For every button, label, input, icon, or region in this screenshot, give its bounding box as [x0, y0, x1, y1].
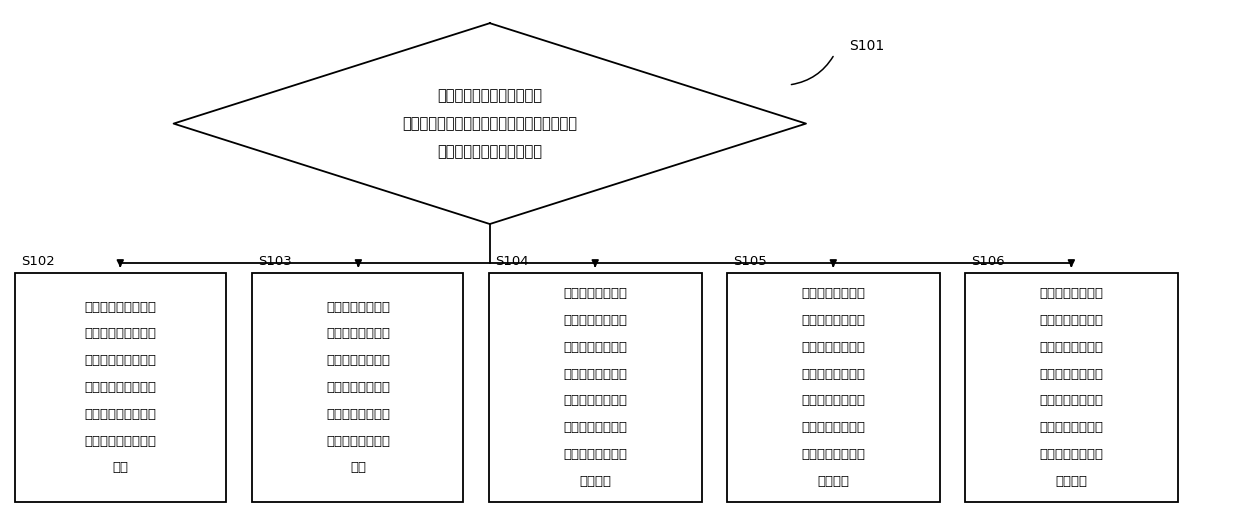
Text: 大于第一预设值，: 大于第一预设值， [563, 341, 627, 354]
Text: 时，选择空气处理设: 时，选择空气处理设 [84, 408, 156, 421]
Text: 信息与第一预设值进行对比: 信息与第一预设值进行对比 [438, 144, 542, 160]
Text: 模式: 模式 [351, 461, 366, 474]
Text: 第一预设值时，选: 第一预设值时，选 [563, 421, 627, 434]
Text: 择送风方向模式为: 择送风方向模式为 [1039, 448, 1104, 461]
Text: 度信息为衣物湿度: 度信息为衣物湿度 [1039, 314, 1104, 327]
Text: 风方向模式为向下: 风方向模式为向下 [326, 435, 391, 448]
Text: S106: S106 [971, 255, 1004, 268]
Text: 将衣物湿度信息分别与第一: 将衣物湿度信息分别与第一 [438, 88, 542, 103]
FancyArrowPatch shape [791, 57, 833, 84]
Text: 当检测到的衣物湿: 当检测到的衣物湿 [1039, 287, 1104, 300]
Text: 模式: 模式 [113, 461, 128, 474]
Text: 第一预设值时，选: 第一预设值时，选 [1039, 421, 1104, 434]
Text: 预设值时，选择送: 预设值时，选择送 [326, 408, 391, 421]
Text: 大于第一预设值，: 大于第一预设值， [801, 341, 866, 354]
Text: 度信息为衣物湿度: 度信息为衣物湿度 [563, 314, 627, 327]
Bar [15, 273, 226, 502]
Text: 度信息为衣物湿度: 度信息为衣物湿度 [801, 314, 866, 327]
Bar [489, 273, 702, 502]
Text: 当检测到的衣物湿度: 当检测到的衣物湿度 [84, 301, 156, 314]
Text: 当检测到的衣物湿: 当检测到的衣物湿 [801, 287, 866, 300]
Bar [965, 273, 1178, 502]
Text: 时，地面湿度大于: 时，地面湿度大于 [801, 394, 866, 407]
Text: 度信息为衣物湿度: 度信息为衣物湿度 [326, 328, 391, 340]
Text: 信息为衣物湿度小于: 信息为衣物湿度小于 [84, 328, 156, 340]
Text: 上下模式: 上下模式 [817, 475, 849, 488]
Text: 向上模式: 向上模式 [579, 475, 611, 488]
Text: 时，地面湿度小于: 时，地面湿度小于 [1039, 394, 1104, 407]
Text: S101: S101 [849, 39, 884, 54]
Text: 第一预设值时，选: 第一预设值时，选 [801, 421, 866, 434]
Text: 大于第一预设值，: 大于第一预设值， [1039, 341, 1104, 354]
Text: S102: S102 [21, 255, 55, 268]
Text: 且大于第二预设值: 且大于第二预设值 [1039, 368, 1104, 381]
Text: S105: S105 [733, 255, 766, 268]
Text: S104: S104 [495, 255, 528, 268]
Text: 向上模式: 向上模式 [1055, 475, 1087, 488]
Text: 当检测到的衣物湿: 当检测到的衣物湿 [563, 287, 627, 300]
Text: 第一预设值，且地面: 第一预设值，且地面 [84, 354, 156, 367]
Bar [727, 273, 940, 502]
Bar [252, 273, 463, 502]
Text: 预设值及第二预设值进行对比，并将地面湿度: 预设值及第二预设值进行对比，并将地面湿度 [402, 116, 578, 131]
Text: 时，地面湿度小于: 时，地面湿度小于 [563, 394, 627, 407]
Text: S103: S103 [258, 255, 291, 268]
Text: 小于第一预设值，: 小于第一预设值， [326, 354, 391, 367]
Text: 择送风方向模式为: 择送风方向模式为 [801, 448, 866, 461]
Text: 地面湿度大于第一: 地面湿度大于第一 [326, 381, 391, 394]
Text: 湿度小于第一预设值: 湿度小于第一预设值 [84, 381, 156, 394]
Text: 择送风方向模式为: 择送风方向模式为 [563, 448, 627, 461]
Text: 当检测到的衣物湿: 当检测到的衣物湿 [326, 301, 391, 314]
Text: 且大于第二预设值: 且大于第二预设值 [801, 368, 866, 381]
Text: 备的送风模式为自动: 备的送风模式为自动 [84, 435, 156, 448]
Text: 且小于第二预设值: 且小于第二预设值 [563, 368, 627, 381]
